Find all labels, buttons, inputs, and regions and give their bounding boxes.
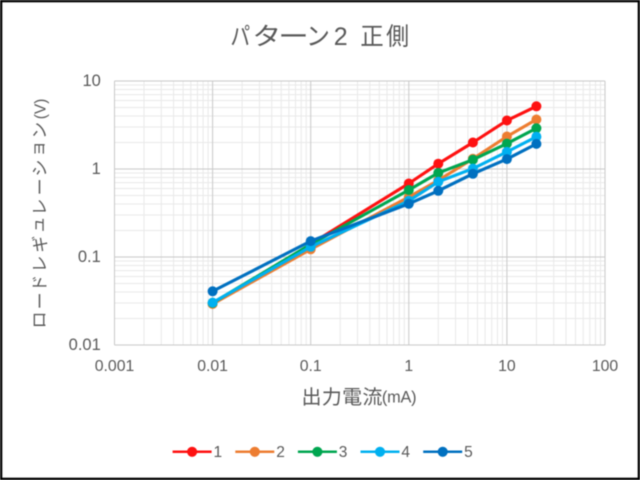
- svg-text:1: 1: [92, 160, 101, 178]
- svg-text:10: 10: [498, 358, 516, 375]
- svg-text:(mA): (mA): [382, 389, 416, 407]
- svg-text:(V): (V): [32, 99, 49, 120]
- svg-text:1: 1: [214, 444, 223, 461]
- svg-text:100: 100: [592, 358, 619, 375]
- svg-text:4: 4: [401, 444, 410, 461]
- svg-text:5: 5: [464, 444, 473, 461]
- svg-text:10: 10: [82, 72, 100, 90]
- svg-text:0.1: 0.1: [78, 248, 101, 266]
- svg-text:0.01: 0.01: [197, 358, 228, 375]
- svg-text:0.01: 0.01: [69, 336, 101, 354]
- svg-text:1: 1: [404, 358, 413, 375]
- svg-text:2: 2: [334, 23, 348, 51]
- svg-text:2: 2: [276, 444, 285, 461]
- svg-text:0.1: 0.1: [300, 358, 322, 375]
- svg-text:3: 3: [339, 444, 348, 461]
- svg-text:0.001: 0.001: [95, 358, 135, 375]
